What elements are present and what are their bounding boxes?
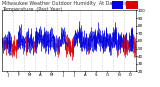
- Text: Milwaukee Weather Outdoor Humidity  At Daily High  Temperature  (Past Year): Milwaukee Weather Outdoor Humidity At Da…: [2, 1, 132, 12]
